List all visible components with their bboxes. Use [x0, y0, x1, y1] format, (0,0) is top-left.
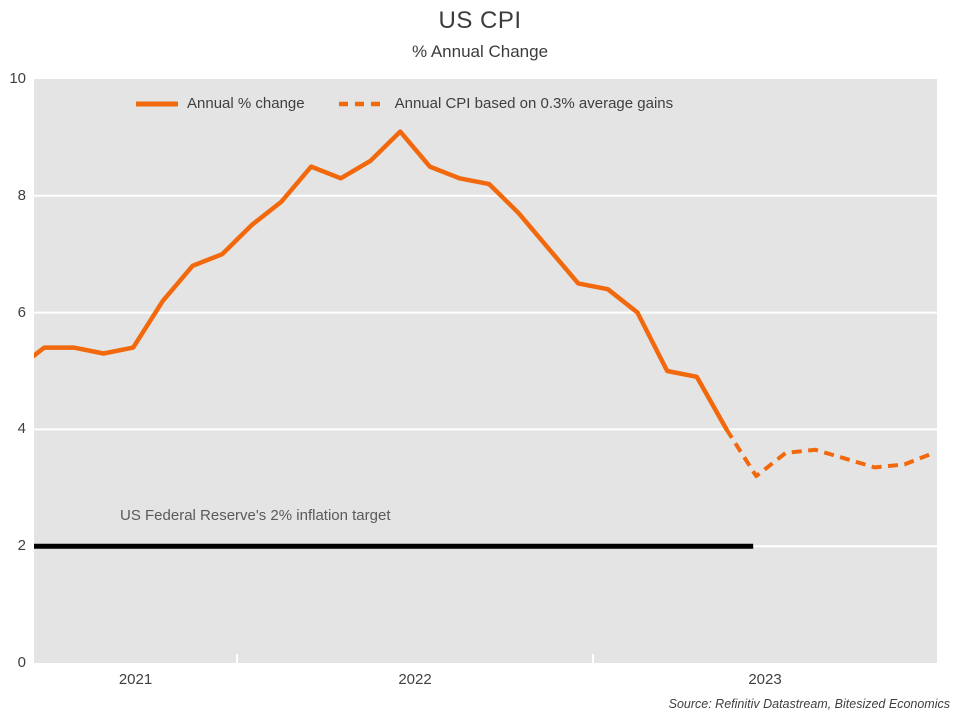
- y-tick-label-10: 10: [9, 70, 26, 87]
- x-tick-label-2023: 2023: [748, 671, 782, 688]
- dashed-line-swatch-icon: [338, 101, 386, 106]
- source-credit: Source: Refinitiv Datastream, Bitesized …: [668, 697, 950, 711]
- annual-change-line: [34, 129, 729, 432]
- cpi-forecast-line: [724, 428, 935, 479]
- legend-label-annual-change: Annual % change: [187, 95, 305, 112]
- legend-label-forecast: Annual CPI based on 0.3% average gains: [394, 95, 674, 112]
- y-tick-label-6: 6: [17, 303, 26, 321]
- inflation-target-label: US Federal Reserve's 2% inflation target: [120, 507, 391, 524]
- chart-title: US CPI: [438, 7, 522, 34]
- y-tick-label-4: 4: [17, 420, 26, 438]
- y-tick-label-8: 8: [17, 186, 26, 204]
- legend-item-forecast: Annual CPI based on 0.3% average gains: [338, 95, 674, 112]
- chart-subtitle: % Annual Change: [411, 42, 549, 61]
- legend: Annual % change Annual CPI based on 0.3%…: [136, 95, 673, 112]
- x-tick-label-2021: 2021: [118, 671, 153, 688]
- plot-background: [34, 79, 937, 663]
- legend-item-annual-change: Annual % change: [136, 95, 305, 112]
- y-tick-label-0: 0: [17, 654, 26, 671]
- solid-line-swatch-icon: [136, 101, 178, 106]
- y-tick-label-2: 2: [17, 537, 26, 555]
- x-tick-label-2022: 2022: [398, 671, 432, 688]
